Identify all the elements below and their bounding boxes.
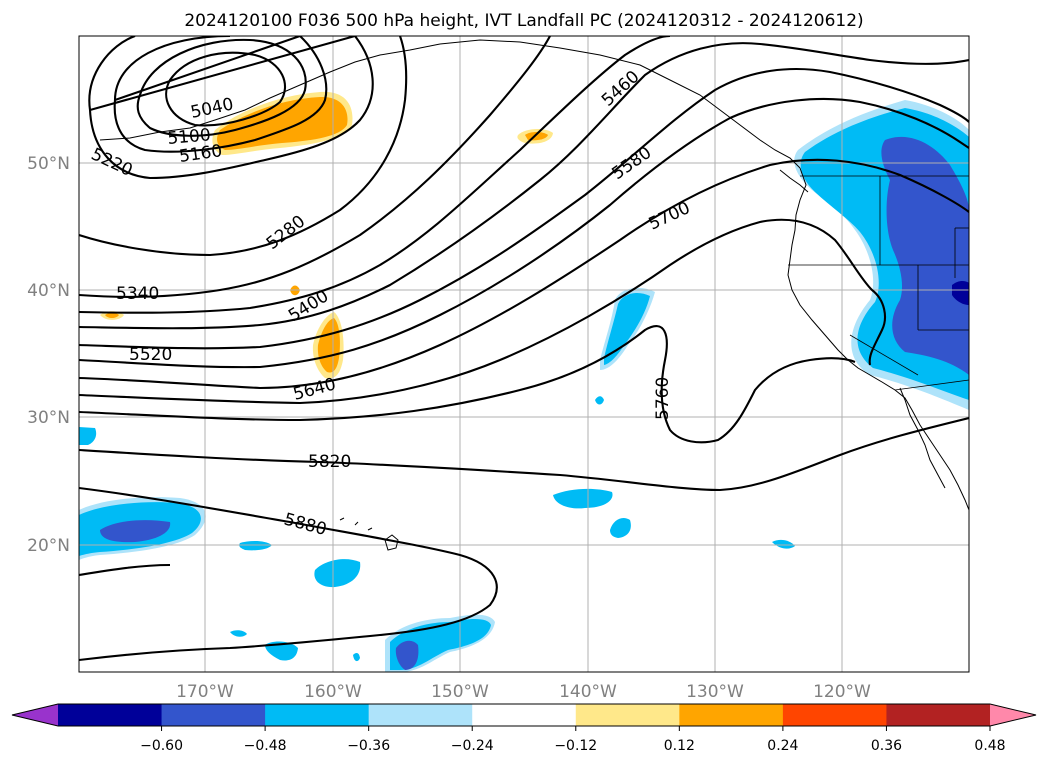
- colorbar-tick-label: −0.60: [140, 738, 183, 754]
- shading-south-center-blue: [395, 640, 419, 670]
- colorbar-segments: [12, 704, 1036, 726]
- contour-label-5760: 5760: [653, 377, 673, 420]
- ivt-shading: [79, 91, 969, 672]
- shading-pacific-3: [610, 518, 631, 538]
- contour-5100: [136, 38, 307, 137]
- latitude-labels: 50°N 40°N 30°N 20°N: [27, 154, 70, 556]
- contour-5880: [79, 486, 498, 662]
- coast-baja: [899, 387, 946, 489]
- contour-5760: [79, 325, 856, 444]
- shading-westcoast-blue: [881, 136, 969, 375]
- figure-title: 2024120100 F036 500 hPa height, IVT Land…: [184, 11, 863, 31]
- borders: [788, 175, 969, 391]
- colorbar-tick-label: 0.36: [871, 738, 902, 754]
- lat-label-40n: 40°N: [27, 281, 70, 301]
- contour-5220: [88, 36, 374, 180]
- longitude-labels: 170°W 160°W 150°W 140°W 130°W 120°W: [176, 682, 871, 702]
- shading-hawaii-2: [239, 540, 272, 551]
- contour-labels: 5040 5100 5160 5220 5280 5340 5400 5460 …: [88, 67, 693, 540]
- contour-5340: [79, 36, 551, 298]
- contour-label-5520: 5520: [129, 345, 172, 365]
- shading-small-orange-1: [105, 312, 119, 318]
- lat-label-30n: 30°N: [27, 408, 70, 428]
- contour-5280: [79, 36, 408, 257]
- shading-pacific-2: [553, 488, 613, 509]
- lon-label-130w: 130°W: [686, 682, 744, 702]
- colorbar-ticks: −0.60 −0.48 −0.36 −0.24 −0.12 0.12 0.24 0.36 0.4…: [140, 726, 1006, 754]
- contour-5820: [79, 416, 969, 492]
- contour-5400: [79, 36, 671, 314]
- colorbar-segment: [472, 704, 577, 726]
- height-contours: [79, 36, 969, 662]
- shading-pacific-5: [595, 396, 604, 405]
- shading-hawaii-3: [265, 641, 298, 661]
- colorbar-tick-label: 0.12: [664, 738, 695, 754]
- lat-label-20n: 20°N: [27, 536, 70, 556]
- coast-hawaii-big: [384, 534, 399, 551]
- colorbar-segment: [575, 704, 680, 726]
- contour-label-5340: 5340: [116, 284, 159, 304]
- contour-label-5100: 5100: [167, 125, 212, 149]
- colorbar-segment: [782, 704, 887, 726]
- contour-5880-west: [79, 563, 171, 577]
- shading-pacific-4: [772, 539, 795, 549]
- colorbar-extend-high: [990, 704, 1036, 726]
- coast-alaska-gulf: [439, 39, 801, 169]
- lat-label-50n: 50°N: [27, 154, 70, 174]
- contour-5460: [79, 42, 969, 330]
- shading-southwest-blue: [100, 520, 171, 543]
- contour-label-5820: 5820: [308, 452, 351, 472]
- colorbar-tick-label: −0.12: [554, 738, 597, 754]
- shading-west-edge: [79, 427, 97, 445]
- colorbar-tick-label: −0.48: [244, 738, 287, 754]
- colorbar-segment: [886, 704, 991, 726]
- lon-label-140w: 140°W: [559, 682, 617, 702]
- colorbar-outline: [11, 703, 1037, 727]
- colorbar-segment: [679, 704, 784, 726]
- shading-hawaii-4: [230, 630, 247, 637]
- shading-alaska-orange: [217, 96, 348, 150]
- map-frame: [78, 35, 970, 673]
- lon-label-150w: 150°W: [431, 682, 489, 702]
- contour-5700: [79, 218, 886, 405]
- colorbar-tick-label: 0.24: [767, 738, 798, 754]
- coast-vancouver: [779, 169, 809, 193]
- colorbar-segment: [161, 704, 266, 726]
- shading-south-center-small: [353, 653, 360, 662]
- colorbar: −0.60 −0.48 −0.36 −0.24 −0.12 0.12 0.24 0.36 0.4…: [11, 703, 1037, 754]
- contour-5520: [79, 67, 969, 350]
- colorbar-segment: [265, 704, 370, 726]
- colorbar-extend-low: [12, 704, 58, 726]
- shading-westcoast-navy: [952, 280, 969, 305]
- shading-hawaii-1: [314, 559, 361, 588]
- coast-hawaii-small: [339, 517, 373, 531]
- shading-pacific-1-cyan: [604, 292, 650, 365]
- lon-label-160w: 160°W: [304, 682, 362, 702]
- colorbar-segment: [58, 704, 163, 726]
- colorbar-segment: [368, 704, 473, 726]
- lon-label-120w: 120°W: [813, 682, 871, 702]
- contour-5580: [79, 97, 969, 369]
- shading-gulf-orange: [525, 132, 548, 141]
- contour-5640: [79, 158, 969, 390]
- colorbar-tick-label: −0.24: [451, 738, 494, 754]
- contour-5160: [113, 36, 328, 153]
- colorbar-tick-label: −0.36: [347, 738, 390, 754]
- map-area: 5040 5100 5160 5220 5280 5340 5400 5460 …: [79, 36, 969, 672]
- contour-5040: [165, 51, 286, 127]
- lon-label-170w: 170°W: [176, 682, 234, 702]
- colorbar-tick-label: 0.48: [974, 738, 1005, 754]
